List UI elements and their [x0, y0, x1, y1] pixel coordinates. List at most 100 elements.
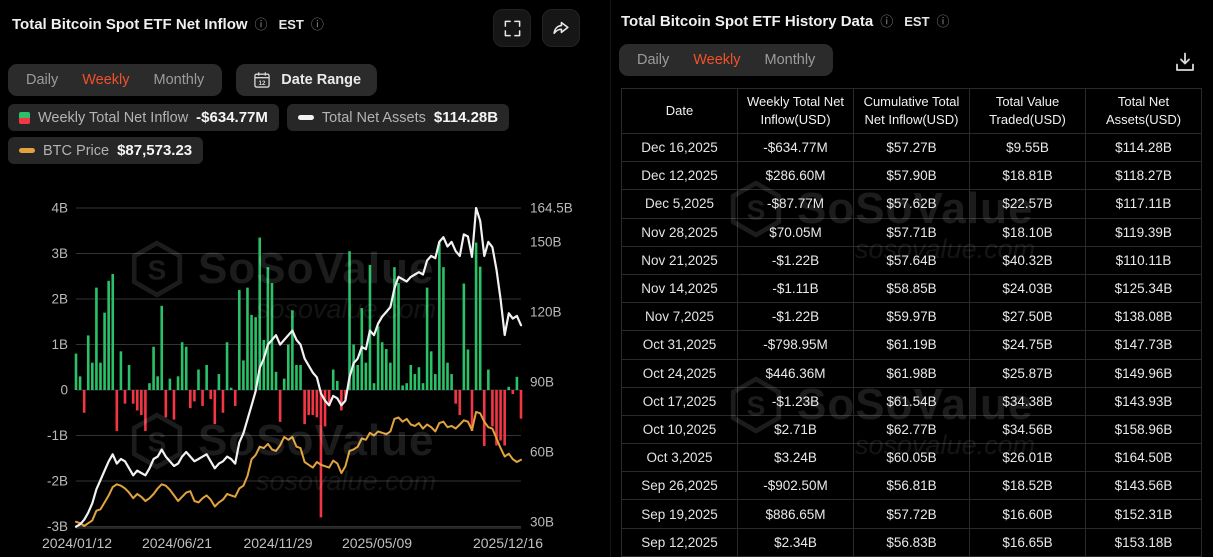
- cell-date: Sep 19,2025: [621, 499, 738, 529]
- legend-chip[interactable]: Total Net Assets $114.28B: [286, 104, 510, 131]
- cell-cumulative: $61.98B: [853, 358, 970, 388]
- net-inflow-panel: Total Bitcoin Spot ETF Net Inflow ⓘ EST …: [0, 9, 610, 557]
- date-range-button[interactable]: 12 Date Range: [236, 64, 378, 96]
- cell-traded: $27.50B: [969, 302, 1086, 332]
- cell-assets: $147.73B: [1085, 330, 1202, 360]
- cell-traded: $16.60B: [969, 499, 1086, 529]
- download-button[interactable]: [1170, 47, 1200, 77]
- tab-monthly[interactable]: Monthly: [153, 72, 205, 88]
- cell-date: Oct 3,2025: [621, 443, 738, 473]
- tab-monthly[interactable]: Monthly: [764, 52, 816, 68]
- cell-date: Dec 5,2025: [621, 189, 738, 219]
- column-header: Cumulative Total Net Inflow(USD): [853, 88, 970, 134]
- history-table: Date Weekly Total Net Inflow(USD) Cumulati…: [621, 88, 1202, 557]
- table-row: Dec 5,2025 -$87.77M $57.62B $22.57B $117.11B: [621, 189, 1202, 219]
- cell-inflow: -$87.77M: [737, 189, 854, 219]
- table-row: Sep 12,2025 $2.34B $56.83B $16.65B $153.18B: [621, 527, 1202, 557]
- cell-inflow: -$902.50M: [737, 471, 854, 501]
- cell-assets: $110.11B: [1085, 245, 1202, 275]
- cell-traded: $9.55B: [969, 132, 1086, 163]
- cell-traded: $40.32B: [969, 245, 1086, 275]
- svg-text:-3B: -3B: [47, 519, 68, 534]
- cell-inflow: $3.24B: [737, 443, 854, 473]
- legend-chip[interactable]: BTC Price $87,573.23: [8, 137, 204, 164]
- table-row: Oct 10,2025 $2.71B $62.77B $34.56B $158.96B: [621, 414, 1202, 445]
- legend-chip[interactable]: Weekly Total Net Inflow -$634.77M: [8, 104, 279, 131]
- cell-inflow: -$1.11B: [737, 273, 854, 304]
- cell-date: Dec 12,2025: [621, 161, 738, 191]
- svg-text:30B: 30B: [530, 515, 554, 530]
- cell-assets: $118.27B: [1085, 161, 1202, 191]
- svg-text:2024/06/21: 2024/06/21: [142, 535, 212, 551]
- svg-text:150B: 150B: [530, 234, 562, 249]
- cell-cumulative: $57.90B: [853, 161, 970, 191]
- chart-legend: Weekly Total Net Inflow -$634.77M Total Ne…: [8, 104, 600, 164]
- tab-weekly[interactable]: Weekly: [693, 52, 741, 68]
- cell-inflow: $2.34B: [737, 527, 854, 557]
- table-row: Dec 16,2025 -$634.77M $57.27B $9.55B $114.28…: [621, 132, 1202, 163]
- cell-cumulative: $57.72B: [853, 499, 970, 529]
- fullscreen-icon: [504, 20, 520, 36]
- info-icon[interactable]: ⓘ: [310, 17, 324, 32]
- legend-value: -$634.77M: [196, 109, 268, 126]
- legend-value: $87,573.23: [117, 142, 193, 159]
- tab-daily[interactable]: Daily: [637, 52, 670, 68]
- info-icon[interactable]: ⓘ: [254, 17, 268, 32]
- cell-date: Oct 17,2025: [621, 386, 738, 416]
- cell-traded: $24.75B: [969, 330, 1086, 360]
- cell-inflow: $446.36M: [737, 358, 854, 388]
- cell-traded: $26.01B: [969, 443, 1086, 473]
- cell-cumulative: $57.71B: [853, 217, 970, 247]
- cell-inflow: -$798.95M: [737, 330, 854, 360]
- cell-assets: $158.96B: [1085, 414, 1202, 445]
- cell-traded: $16.65B: [969, 527, 1086, 557]
- net-inflow-chart[interactable]: 4B 3B 2B 1B 0 -1B -2B -3B 164.5B 150B 120B 90B 60B 30…: [0, 180, 610, 557]
- table-row: Nov 21,2025 -$1.22B $57.64B $40.32B $110.11B: [621, 245, 1202, 275]
- cell-assets: $125.34B: [1085, 273, 1202, 304]
- date-range-label: Date Range: [281, 72, 362, 88]
- history-title-row: Total Bitcoin Spot ETF History Data ⓘ ES…: [621, 13, 950, 30]
- cell-assets: $143.93B: [1085, 386, 1202, 416]
- cell-assets: $114.28B: [1085, 132, 1202, 163]
- info-icon[interactable]: ⓘ: [936, 14, 950, 29]
- info-icon[interactable]: ⓘ: [880, 14, 894, 29]
- column-header: Total Net Assets(USD): [1085, 88, 1202, 134]
- net-inflow-title-row: Total Bitcoin Spot ETF Net Inflow ⓘ EST …: [12, 16, 324, 33]
- table-row: Oct 3,2025 $3.24B $60.05B $26.01B $164.50B: [621, 443, 1202, 473]
- share-button[interactable]: [542, 9, 580, 47]
- cell-cumulative: $57.62B: [853, 189, 970, 219]
- cell-date: Nov 14,2025: [621, 273, 738, 304]
- inflow-split-square-icon: [19, 111, 30, 124]
- cell-assets: $152.31B: [1085, 499, 1202, 529]
- svg-text:0: 0: [60, 383, 68, 398]
- svg-text:2025/12/16: 2025/12/16: [473, 535, 543, 551]
- cell-cumulative: $62.77B: [853, 414, 970, 445]
- table-row: Nov 7,2025 -$1.22B $59.97B $27.50B $138.08B: [621, 302, 1202, 332]
- cell-inflow: -$1.22B: [737, 302, 854, 332]
- cell-cumulative: $57.64B: [853, 245, 970, 275]
- cell-date: Nov 28,2025: [621, 217, 738, 247]
- table-row: Sep 26,2025 -$902.50M $56.81B $18.52B $143.5…: [621, 471, 1202, 501]
- column-header: Total Value Traded(USD): [969, 88, 1086, 134]
- interval-tabs: Daily Weekly Monthly: [8, 64, 223, 96]
- legend-label: Total Net Assets: [321, 109, 426, 126]
- cell-inflow: -$1.22B: [737, 245, 854, 275]
- history-table-header: Date Weekly Total Net Inflow(USD) Cumulati…: [621, 88, 1202, 134]
- cell-cumulative: $56.83B: [853, 527, 970, 557]
- cell-date: Dec 16,2025: [621, 132, 738, 163]
- cell-assets: $138.08B: [1085, 302, 1202, 332]
- fullscreen-button[interactable]: [493, 9, 531, 47]
- download-icon: [1176, 52, 1194, 71]
- tab-daily[interactable]: Daily: [26, 72, 59, 88]
- cell-assets: $119.39B: [1085, 217, 1202, 247]
- cell-cumulative: $61.19B: [853, 330, 970, 360]
- tab-weekly[interactable]: Weekly: [82, 72, 130, 88]
- cell-traded: $22.57B: [969, 189, 1086, 219]
- svg-text:12: 12: [259, 80, 266, 87]
- cell-cumulative: $59.97B: [853, 302, 970, 332]
- table-row: Nov 28,2025 $70.05M $57.71B $18.10B $119.39B: [621, 217, 1202, 247]
- cell-date: Nov 7,2025: [621, 302, 738, 332]
- cell-inflow: -$634.77M: [737, 132, 854, 163]
- cell-assets: $143.56B: [1085, 471, 1202, 501]
